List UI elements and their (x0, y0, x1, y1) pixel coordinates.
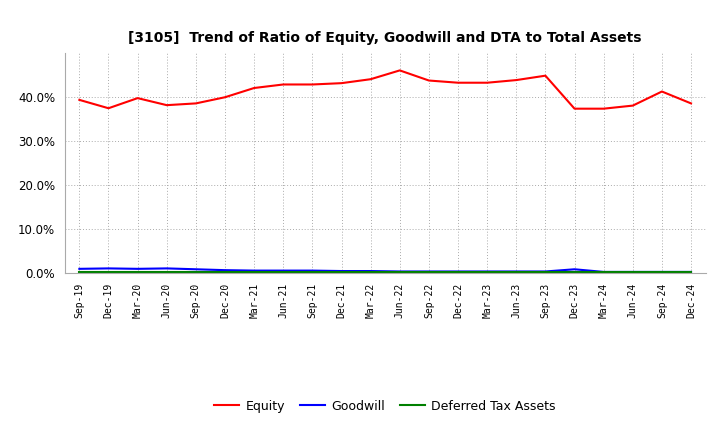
Goodwill (570, 267, 579, 272)
Equity (541, 73, 550, 78)
Deferred Tax Assets (163, 270, 171, 275)
Equity (629, 103, 637, 108)
Goodwill (104, 266, 113, 271)
Deferred Tax Assets (250, 270, 258, 275)
Equity (570, 106, 579, 111)
Goodwill (629, 269, 637, 275)
Goodwill (133, 266, 142, 271)
Goodwill (512, 269, 521, 274)
Equity (250, 85, 258, 91)
Goodwill (395, 269, 404, 274)
Deferred Tax Assets (629, 270, 637, 275)
Deferred Tax Assets (395, 270, 404, 275)
Deferred Tax Assets (75, 270, 84, 275)
Equity (75, 97, 84, 103)
Deferred Tax Assets (192, 270, 200, 275)
Goodwill (337, 268, 346, 274)
Equity (483, 80, 492, 85)
Equity (512, 77, 521, 83)
Equity (192, 101, 200, 106)
Equity (163, 103, 171, 108)
Deferred Tax Assets (570, 270, 579, 275)
Equity (454, 80, 462, 85)
Goodwill (541, 269, 550, 274)
Goodwill (250, 268, 258, 273)
Equity (366, 77, 375, 82)
Deferred Tax Assets (104, 270, 113, 275)
Equity (308, 82, 317, 87)
Goodwill (425, 269, 433, 274)
Legend: Equity, Goodwill, Deferred Tax Assets: Equity, Goodwill, Deferred Tax Assets (208, 393, 562, 419)
Deferred Tax Assets (220, 270, 229, 275)
Title: [3105]  Trend of Ratio of Equity, Goodwill and DTA to Total Assets: [3105] Trend of Ratio of Equity, Goodwil… (128, 31, 642, 45)
Equity (104, 106, 113, 111)
Goodwill (454, 269, 462, 274)
Equity (395, 68, 404, 73)
Equity (337, 81, 346, 86)
Goodwill (657, 269, 666, 275)
Goodwill (599, 269, 608, 275)
Deferred Tax Assets (687, 270, 696, 275)
Deferred Tax Assets (541, 270, 550, 275)
Goodwill (75, 266, 84, 271)
Goodwill (192, 267, 200, 272)
Deferred Tax Assets (483, 270, 492, 275)
Line: Goodwill: Goodwill (79, 268, 691, 272)
Goodwill (308, 268, 317, 273)
Equity (220, 95, 229, 100)
Equity (687, 101, 696, 106)
Goodwill (366, 268, 375, 274)
Goodwill (687, 269, 696, 275)
Equity (133, 95, 142, 101)
Equity (279, 82, 287, 87)
Deferred Tax Assets (279, 270, 287, 275)
Deferred Tax Assets (657, 270, 666, 275)
Deferred Tax Assets (337, 270, 346, 275)
Goodwill (163, 266, 171, 271)
Equity (425, 78, 433, 83)
Deferred Tax Assets (454, 270, 462, 275)
Deferred Tax Assets (599, 270, 608, 275)
Deferred Tax Assets (425, 270, 433, 275)
Equity (657, 89, 666, 94)
Deferred Tax Assets (308, 270, 317, 275)
Goodwill (279, 268, 287, 273)
Deferred Tax Assets (133, 270, 142, 275)
Line: Equity: Equity (79, 70, 691, 109)
Goodwill (220, 268, 229, 273)
Deferred Tax Assets (366, 270, 375, 275)
Goodwill (483, 269, 492, 274)
Deferred Tax Assets (512, 270, 521, 275)
Equity (599, 106, 608, 111)
